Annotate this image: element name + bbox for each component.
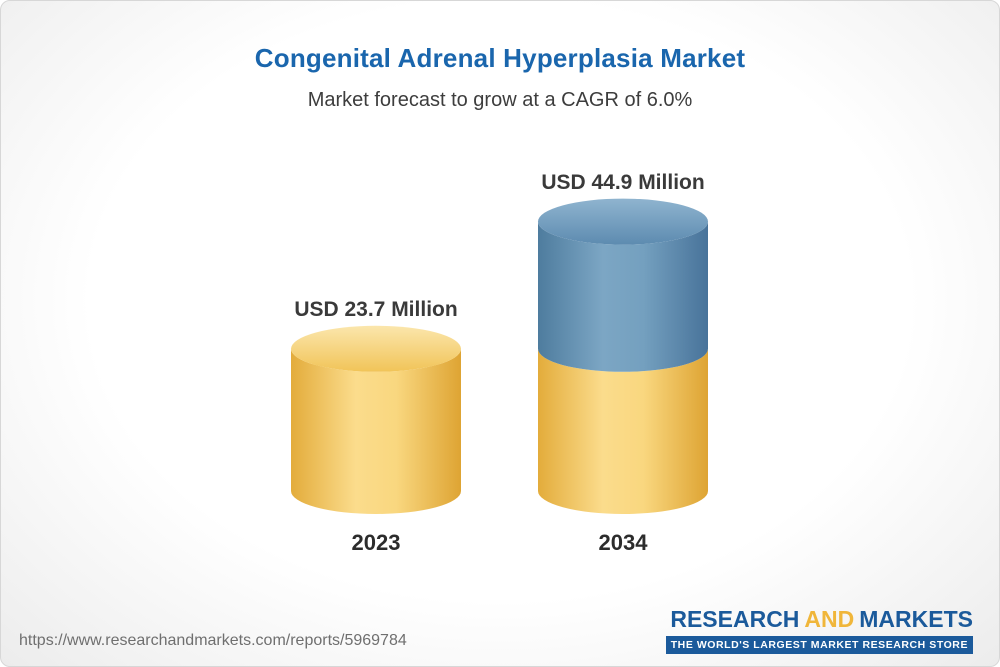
logo-word-and: AND [804,606,855,632]
logo-wordmark: RESEARCH AND MARKETS [666,606,973,633]
year-label-1: 2034 [598,530,648,555]
logo-tagline: THE WORLD'S LARGEST MARKET RESEARCH STOR… [665,636,973,654]
value-label-0: USD 23.7 Million [294,297,458,321]
page-title: Congenital Adrenal Hyperplasia Market [254,43,746,73]
value-label-1: USD 44.9 Million [541,170,705,194]
year-label-0: 2023 [351,530,401,555]
subtitle: Market forecast to grow at a CAGR of 6.0… [307,89,693,111]
logo-word-markets: MARKETS [859,606,973,632]
research-and-markets-logo: RESEARCH AND MARKETS THE WORLD'S LARGEST M… [665,606,973,654]
logo-word-research: RESEARCH [670,606,800,632]
report-url[interactable]: https://www.researchandmarkets.com/repor… [19,632,407,649]
